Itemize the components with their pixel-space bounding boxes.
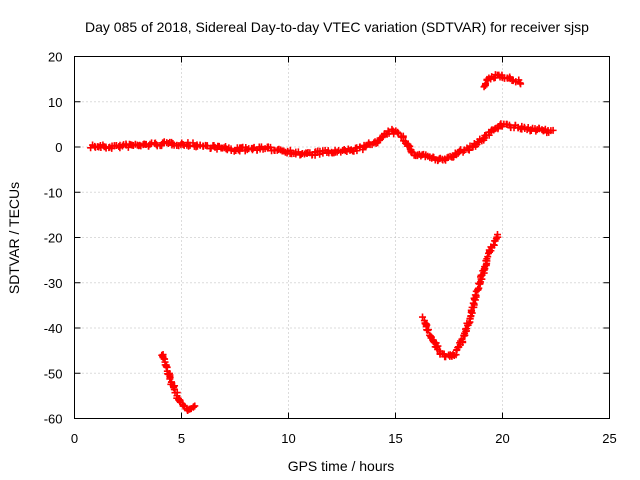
- x-tick-label: 10: [281, 431, 295, 446]
- y-tick-label: 20: [48, 50, 62, 65]
- y-tick-label: 0: [55, 140, 62, 155]
- series-sdtvar-lower-right: [419, 231, 502, 361]
- data-point: [189, 139, 197, 147]
- grid-layer: [74, 56, 610, 419]
- x-tick-label: 5: [178, 431, 185, 446]
- y-tick-label: 10: [48, 95, 62, 110]
- data-point: [493, 231, 501, 239]
- x-tick-label: 20: [495, 431, 509, 446]
- x-tick-label: 0: [71, 431, 78, 446]
- y-axis-label: SDTVAR / TECUs: [6, 182, 22, 294]
- data-point: [484, 253, 492, 261]
- data-point: [482, 80, 490, 88]
- data-point: [549, 126, 557, 134]
- y-tick-label: -10: [44, 185, 63, 200]
- y-tick-label: -50: [44, 366, 63, 381]
- data-point: [465, 319, 473, 327]
- y-tick-label: -40: [44, 321, 63, 336]
- series-sdtvar-main: [87, 120, 557, 165]
- y-tick-label: -60: [44, 412, 63, 427]
- data-point: [167, 378, 175, 386]
- data-point: [517, 80, 525, 88]
- data-point: [191, 402, 199, 410]
- y-tick-label: -20: [44, 231, 63, 246]
- y-tick-label: -30: [44, 276, 63, 291]
- data-point: [286, 146, 294, 154]
- x-axis-label: GPS time / hours: [288, 458, 395, 474]
- data-point: [118, 142, 126, 150]
- data-point: [266, 143, 274, 151]
- data-layer: [87, 71, 557, 415]
- x-tick-label: 15: [388, 431, 402, 446]
- x-tick-label: 25: [602, 431, 616, 446]
- data-point: [424, 326, 432, 334]
- data-point: [162, 362, 170, 370]
- series-sdtvar-lower-left: [158, 351, 199, 415]
- tick-layer: 0 5 10 15 20 25 -60 -50 -40 -30 -20 -10 0 10 20: [44, 50, 617, 447]
- series-sdtvar-upper-arc: [480, 71, 525, 91]
- chart-title: Day 085 of 2018, Sidereal Day-to-day VTE…: [85, 19, 589, 35]
